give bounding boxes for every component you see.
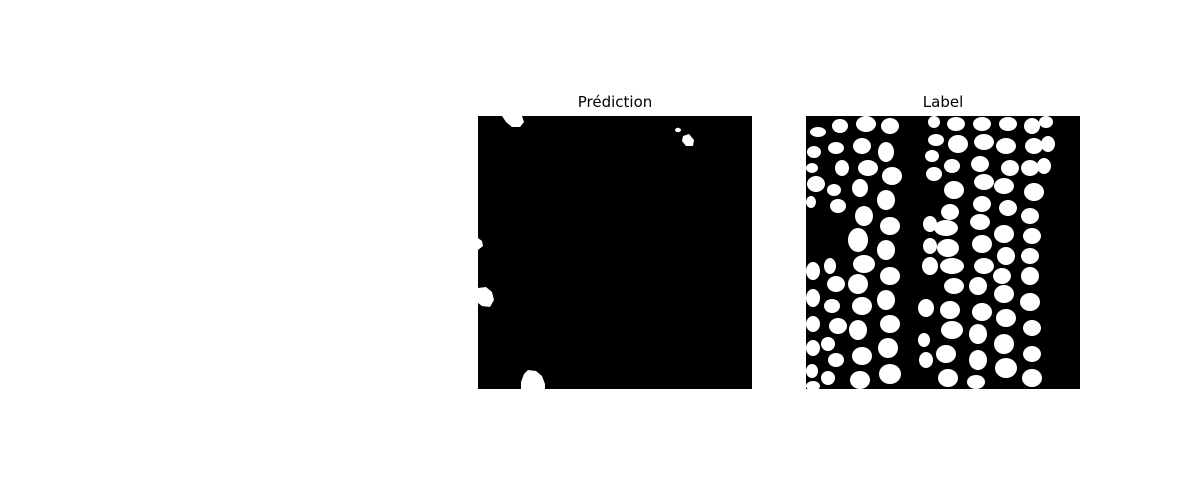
prediction-title: Prédiction	[577, 93, 653, 111]
prediction-panel: Prédiction	[478, 92, 752, 389]
prediction-blobs	[478, 116, 694, 389]
prediction-mask-image	[478, 116, 752, 389]
label-panel: Label	[806, 92, 1080, 389]
label-title: Label	[922, 93, 964, 111]
label-blobs	[806, 116, 1055, 389]
label-mask-image	[806, 116, 1080, 389]
